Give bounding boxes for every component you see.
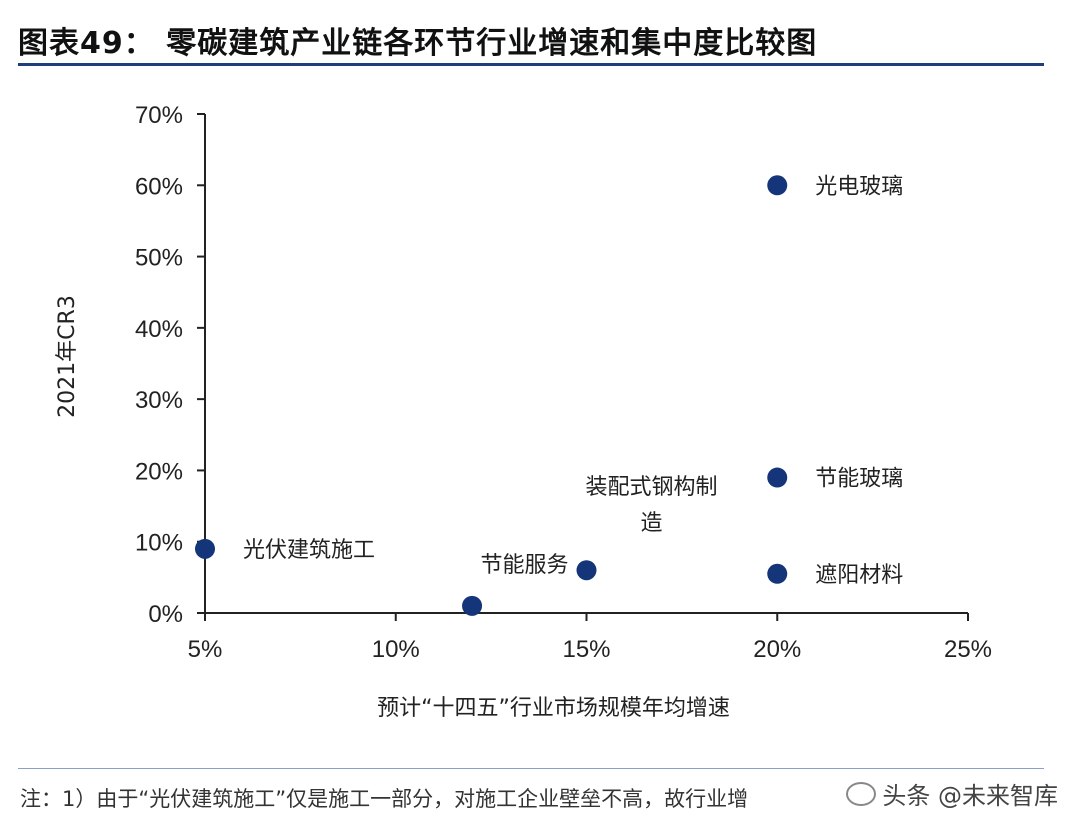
point-label: 遮阳材料 bbox=[815, 563, 903, 588]
footnote-divider bbox=[18, 768, 1044, 769]
y-tick-label: 50% bbox=[135, 245, 183, 272]
x-tick-label: 10% bbox=[372, 636, 420, 663]
y-tick-label: 40% bbox=[135, 316, 183, 343]
chart-title-bar: 图表49： 零碳建筑产业链各环节行业增速和集中度比较图 bbox=[18, 18, 1048, 62]
point-label: 节能服务 bbox=[480, 553, 568, 578]
x-axis-title: 预计“十四五”行业市场规模年均增速 bbox=[377, 696, 730, 721]
data-point bbox=[462, 595, 483, 616]
y-tick-label: 20% bbox=[135, 458, 183, 485]
x-tick-label: 15% bbox=[562, 636, 610, 663]
point-label: 节能玻璃 bbox=[815, 467, 903, 492]
scatter-chart: 0% 10% 20% 30% 40% 50% 60% 70% 5% 10% 15% 20% 25% 预计“… bbox=[55, 102, 992, 721]
point-label: 装配式钢构制造 bbox=[585, 475, 717, 536]
data-point bbox=[767, 175, 788, 196]
data-point bbox=[195, 538, 215, 559]
x-tick-label: 25% bbox=[944, 636, 992, 663]
watermark-text: 头条 @未来智库 bbox=[882, 782, 1058, 810]
y-tick-label: 60% bbox=[135, 173, 183, 200]
x-tick-label: 20% bbox=[753, 636, 801, 663]
point-label: 光伏建筑施工 bbox=[243, 538, 375, 563]
footnote-text: 注：1）由于“光伏建筑施工”仅是施工一部分，对施工企业壁垒不高，故行业增 bbox=[20, 787, 749, 811]
y-tick-label: 10% bbox=[135, 530, 183, 557]
title-divider bbox=[18, 63, 1044, 66]
data-point bbox=[576, 560, 597, 581]
wechat-icon bbox=[846, 781, 877, 806]
y-tick-label: 70% bbox=[135, 102, 183, 129]
chart-title: 图表49： 零碳建筑产业链各环节行业增速和集中度比较图 bbox=[18, 26, 818, 61]
y-tick-label: 30% bbox=[135, 387, 183, 414]
watermark: 头条 @未来智库 bbox=[846, 776, 1058, 811]
point-label: 光电玻璃 bbox=[815, 174, 903, 199]
data-point bbox=[767, 563, 788, 584]
x-tick-label: 5% bbox=[188, 636, 223, 663]
y-tick-label: 0% bbox=[148, 601, 183, 628]
data-point bbox=[767, 467, 788, 488]
y-axis-title: 2021年CR3 bbox=[55, 295, 80, 418]
